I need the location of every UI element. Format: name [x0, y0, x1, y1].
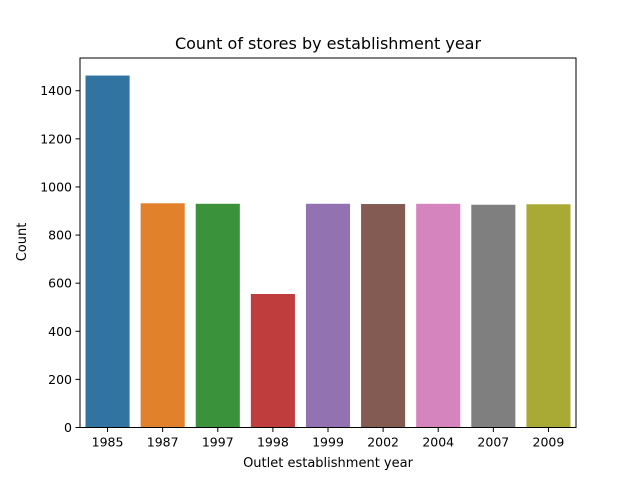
y-tick-label-200: 200	[48, 372, 72, 387]
x-axis-label: Outlet establishment year	[243, 456, 414, 471]
bar-2009	[526, 204, 571, 428]
x-tick-label-1998: 1998	[257, 435, 289, 450]
bar-2002	[361, 204, 406, 428]
y-axis: 0 200 400 600 800 1000 1200 1400	[40, 83, 80, 435]
x-tick-label-1999: 1999	[312, 435, 344, 450]
x-tick-label-2009: 2009	[533, 435, 565, 450]
y-tick-label-400: 400	[48, 324, 72, 339]
y-tick-label-0: 0	[64, 420, 72, 435]
x-axis: 1985 1987 1997 1998 1999 2002 2004 2007 2009	[92, 427, 565, 450]
x-tick-label-2004: 2004	[422, 435, 454, 450]
chart-title: Count of stores by establishment year	[175, 34, 482, 53]
bar-1999	[305, 203, 351, 428]
x-tick-label-1997: 1997	[202, 435, 234, 450]
x-tick-label-1987: 1987	[147, 435, 179, 450]
y-tick-label-1000: 1000	[40, 179, 72, 194]
bar-1998	[250, 293, 295, 428]
y-axis-label: Count	[15, 223, 30, 262]
bar-2004	[416, 203, 461, 428]
y-tick-label-1200: 1200	[40, 131, 72, 146]
x-tick-label-2007: 2007	[477, 435, 509, 450]
y-tick-label-800: 800	[48, 228, 72, 243]
bar-1997	[195, 203, 240, 428]
y-tick-label-1400: 1400	[40, 83, 72, 98]
bar-1987	[140, 203, 185, 428]
bars-group	[85, 75, 571, 428]
plot-frame	[79, 57, 577, 428]
x-tick-label-2002: 2002	[367, 435, 399, 450]
x-tick-label-1985: 1985	[92, 435, 124, 450]
y-tick-label-600: 600	[48, 276, 72, 291]
bar-1985	[85, 75, 130, 428]
bar-2007	[471, 204, 516, 428]
